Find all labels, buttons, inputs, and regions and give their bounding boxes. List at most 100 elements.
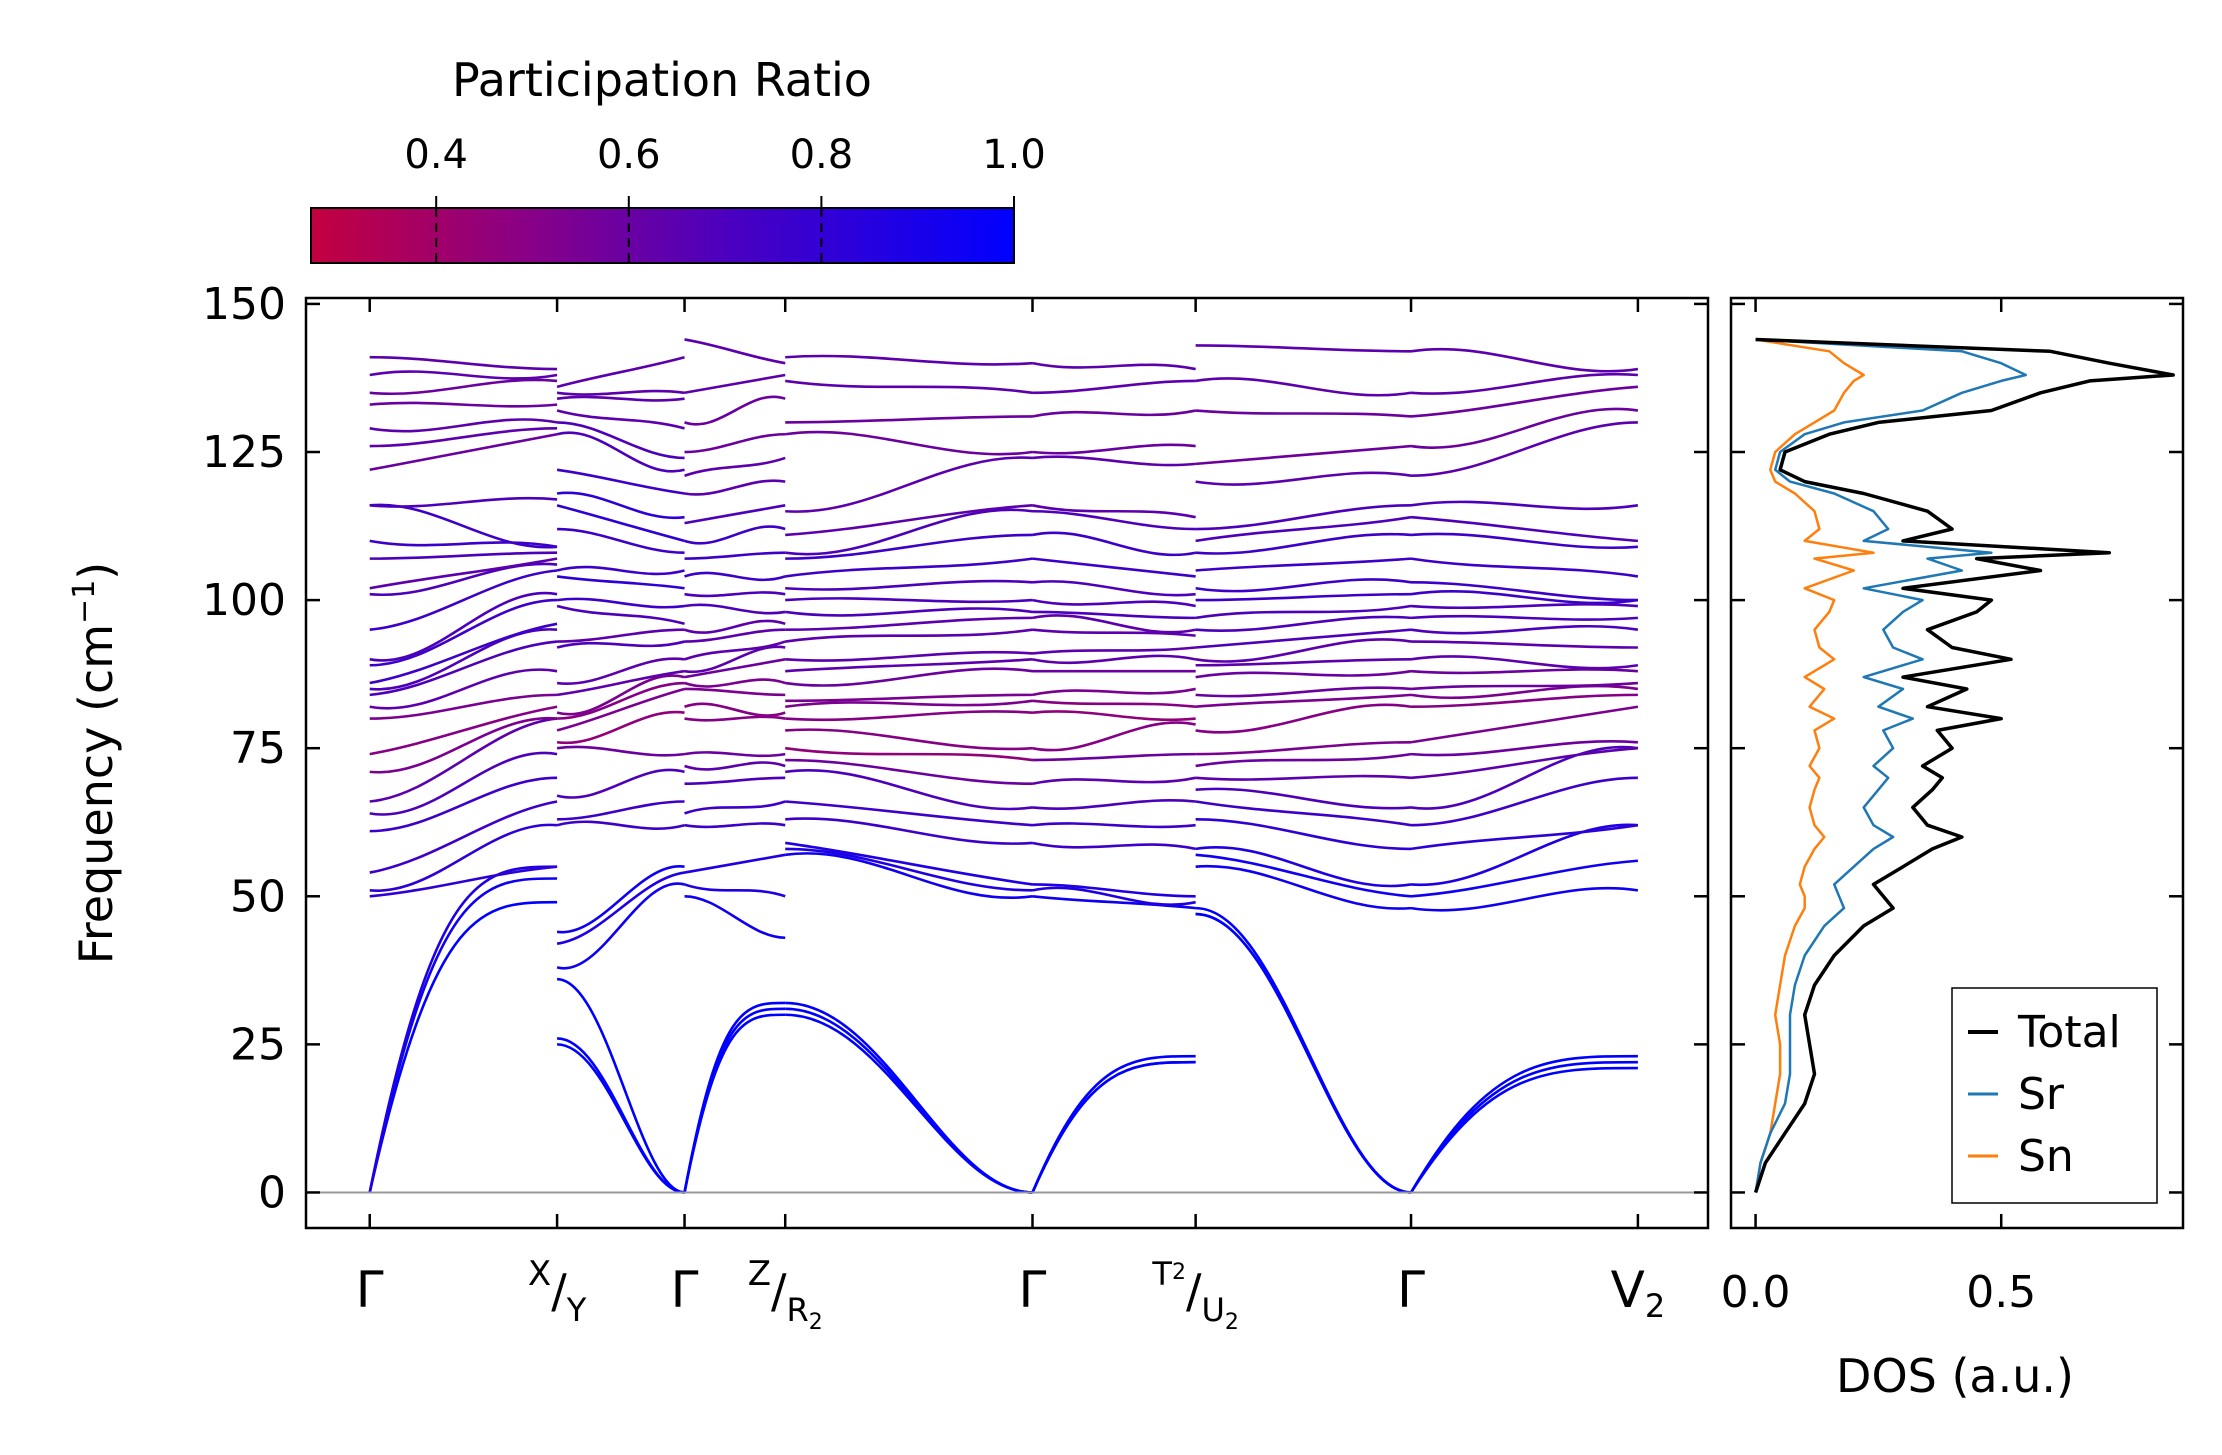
- phonon-band: [684, 658, 786, 679]
- phonon-band: [1031, 1060, 1196, 1193]
- phonon-band: [1195, 703, 1412, 734]
- phonon-band: [557, 421, 685, 460]
- phonon-band: [684, 751, 786, 758]
- phonon-band: [683, 1001, 786, 1193]
- phonon-band: [684, 883, 786, 898]
- phonon-band: [369, 557, 558, 590]
- phonon-band: [785, 758, 1033, 786]
- phonon-band: [1032, 610, 1196, 620]
- phonon-band: [1195, 912, 1412, 1194]
- phonon-band: [785, 456, 1033, 513]
- phonon-band: [1032, 654, 1196, 665]
- phonon-band: [785, 746, 1033, 762]
- high-symmetry-label: X/Y: [528, 1254, 587, 1329]
- phonon-band: [1032, 776, 1196, 786]
- phonon-band: [785, 1001, 1033, 1194]
- phonon-band: [1410, 859, 1638, 898]
- phonon-band: [785, 379, 1033, 395]
- phonon-band: [785, 728, 1033, 751]
- phonon-band: [684, 338, 786, 365]
- dos-x-ticks: 0.0 0.5: [1721, 298, 2036, 1318]
- phonon-band: [1410, 500, 1639, 511]
- phonon-band: [368, 900, 558, 1193]
- phonon-band: [1031, 1060, 1196, 1193]
- phonon-band: [684, 456, 786, 477]
- phonon-band: [369, 776, 558, 833]
- phonon-band: [1410, 589, 1639, 605]
- phonon-band: [369, 668, 558, 710]
- phonon-band: [684, 894, 786, 940]
- phonon-band: [557, 1043, 685, 1194]
- phonon-band: [1410, 740, 1638, 757]
- phonon-band: [369, 432, 558, 472]
- phonon-band: [369, 503, 558, 549]
- phonon-band: [369, 562, 558, 597]
- phonon-band: [1195, 615, 1412, 632]
- phonon-band: [1410, 746, 1638, 780]
- phonon-band: [1195, 800, 1412, 827]
- phonon-band: [785, 817, 1033, 845]
- dos-axes-frame: [1729, 296, 2185, 1230]
- phonon-band: [369, 622, 558, 685]
- phonon-band: [1032, 883, 1196, 898]
- phonon-band: [785, 841, 1033, 886]
- phonon-band: [369, 378, 558, 395]
- phonon-band: [1032, 531, 1196, 557]
- phonon-band: [369, 705, 558, 756]
- band-y-tick-label: 0: [258, 1167, 286, 1218]
- phonon-band: [785, 699, 1033, 709]
- phonon-band: [557, 628, 685, 643]
- phonon-band: [1410, 557, 1639, 578]
- colorbar-tick-label: 0.6: [597, 132, 661, 178]
- phonon-band: [369, 865, 558, 898]
- phonon-band: [684, 645, 786, 674]
- phonon-band: [1195, 604, 1412, 620]
- legend-label-sr: Sr: [2018, 1069, 2065, 1120]
- phonon-band: [1410, 745, 1639, 810]
- phonon-band: [1195, 686, 1412, 698]
- phonon-band: [1410, 407, 1639, 449]
- phonon-band: [684, 551, 786, 560]
- dos-lines: [1753, 337, 2175, 1194]
- dos-x-tick-label: 0.5: [1966, 1267, 2036, 1318]
- phonon-band: [684, 800, 786, 815]
- colorbar-ticks: 0.4 0.6 0.8 1.0: [404, 132, 1046, 263]
- phonon-band: [557, 681, 685, 720]
- colorbar: Participation Ratio 0.4 0.6 0.8 1.0: [310, 53, 1046, 264]
- phonon-band: [1410, 614, 1638, 621]
- high-symmetry-label: Z/R2: [748, 1254, 823, 1335]
- phonon-band: [1195, 515, 1412, 543]
- phonon-band: [785, 430, 1033, 456]
- phonon-band: [1195, 592, 1412, 602]
- phonon-band: [369, 427, 558, 448]
- dos-x-tick-label: 0.0: [1721, 1267, 1791, 1318]
- phonon-band: [1032, 894, 1196, 910]
- phonon-band: [1410, 886, 1639, 912]
- phonon-band: [1032, 699, 1196, 709]
- phonon-band: [368, 877, 558, 1193]
- phonon-band: [684, 432, 786, 454]
- phonon-band: [785, 800, 1033, 827]
- band-y-tick-label: 75: [230, 723, 286, 774]
- phonon-band: [369, 496, 558, 508]
- phonon-band: [1032, 822, 1196, 829]
- phonon-band: [683, 1013, 786, 1193]
- phonon-band: [368, 865, 558, 1193]
- phonon-band: [1410, 823, 1639, 851]
- phonon-band: [1032, 557, 1196, 578]
- phonon-band: [684, 687, 786, 697]
- phonon-band: [684, 640, 786, 661]
- phonon-band: [556, 674, 685, 716]
- phonon-band: [369, 418, 558, 433]
- phonon-band: [369, 640, 558, 697]
- dos-x-axis-label: DOS (a.u.): [1836, 1349, 2074, 1403]
- phonon-band: [1195, 693, 1412, 709]
- phonon-band: [785, 504, 1033, 537]
- phonon-band: [1195, 532, 1412, 555]
- phonon-band: [1195, 638, 1412, 663]
- phonon-band: [1032, 580, 1196, 597]
- phonon-band: [369, 551, 558, 560]
- phonon-band: [1195, 377, 1412, 397]
- phonon-band: [785, 508, 1033, 556]
